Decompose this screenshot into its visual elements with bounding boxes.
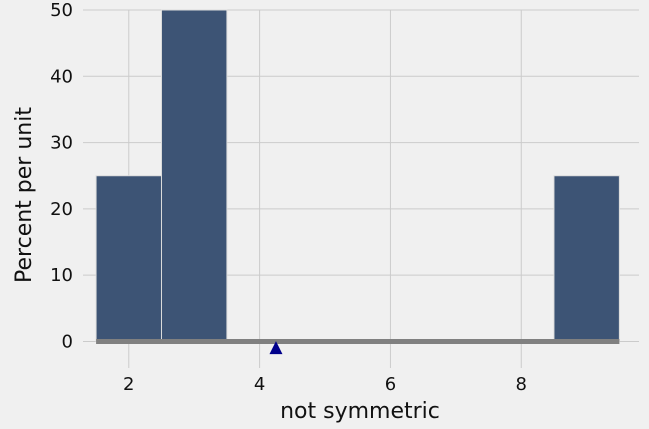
y-tick-label: 0	[62, 331, 73, 352]
x-tick-labels: 2 4 6 8	[123, 374, 527, 395]
x-axis-label: not symmetric	[280, 399, 440, 424]
y-tick-label: 10	[50, 265, 73, 286]
y-tick-label: 50	[50, 0, 73, 21]
histogram-bar	[160, 9, 228, 342]
histogram-bars	[95, 9, 620, 342]
y-axis-label: Percent per unit	[12, 107, 37, 283]
y-tick-label: 40	[50, 66, 73, 87]
histogram-bar	[95, 175, 162, 342]
mean-marker	[269, 341, 283, 355]
mean-marker-group	[269, 341, 283, 355]
x-tick-label: 8	[516, 374, 527, 395]
histogram-bar	[553, 175, 620, 342]
x-tick-label: 6	[385, 374, 396, 395]
y-tick-labels: 0 10 20 30 40 50	[50, 0, 73, 352]
y-tick-label: 20	[50, 199, 73, 220]
x-tick-label: 2	[123, 374, 134, 395]
y-tick-label: 30	[50, 133, 73, 154]
x-tick-label: 4	[254, 374, 265, 395]
